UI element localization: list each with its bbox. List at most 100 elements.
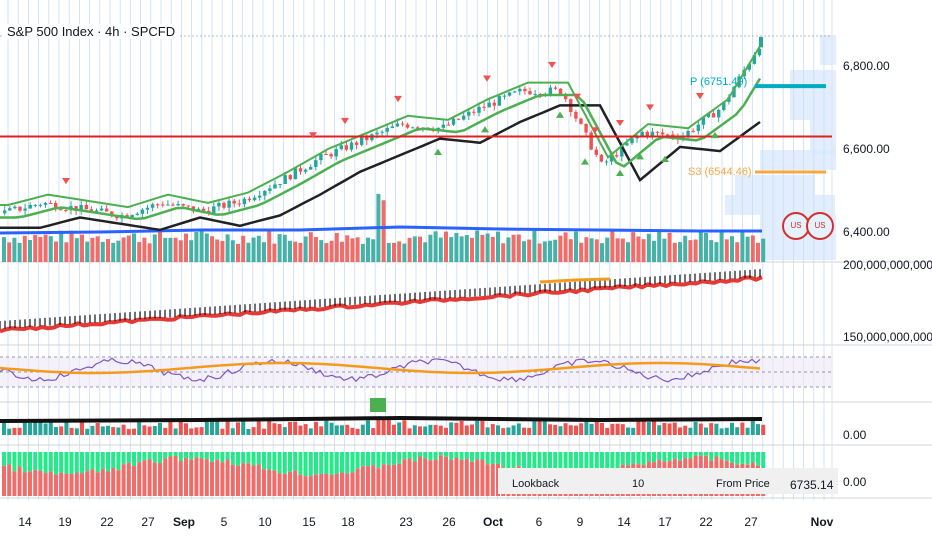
balance-bar-green	[522, 452, 526, 473]
balance-bar-green	[724, 452, 729, 461]
balance-bar-green	[64, 452, 69, 474]
balance-bar-red	[90, 469, 95, 496]
momentum-bar	[340, 425, 344, 435]
volume-profile-zone	[820, 35, 836, 65]
rsi-pane	[0, 356, 832, 388]
balance-bar-green	[121, 452, 126, 465]
balance-bar-green	[220, 452, 225, 463]
candle-body	[64, 210, 68, 212]
balance-bar-red	[106, 471, 110, 496]
volume-bar	[610, 231, 615, 262]
momentum-bar	[360, 424, 365, 435]
balance-bar-red	[199, 458, 204, 496]
volume-bar	[189, 240, 194, 262]
momentum-bar	[579, 423, 584, 435]
candle-body	[130, 215, 134, 218]
momentum-bar	[220, 428, 225, 435]
candle-body	[523, 88, 527, 92]
balance-bar-green	[230, 452, 235, 465]
momentum-bar	[225, 420, 230, 435]
balance-bar-green	[433, 452, 438, 460]
volume-bar	[589, 238, 594, 262]
momentum-bar	[537, 421, 542, 435]
balance-bar-green	[194, 452, 199, 458]
balance-bar-red	[220, 462, 225, 496]
balance-bar-green	[698, 452, 703, 456]
momentum-bar	[59, 426, 64, 435]
volume-bar	[314, 237, 318, 262]
momentum-bar	[719, 428, 724, 435]
balance-bar-red	[74, 472, 79, 496]
x-tick-label: 26	[442, 515, 456, 529]
balance-bar-red	[54, 474, 58, 496]
x-tick-label: 27	[744, 515, 758, 529]
volume-bar	[80, 234, 84, 262]
candle-body	[390, 126, 394, 129]
momentum-bar	[527, 427, 532, 435]
balance-bar-red	[210, 461, 214, 496]
balance-bar-red	[340, 472, 344, 496]
momentum-bar	[454, 422, 459, 435]
volume-bar	[423, 242, 428, 262]
momentum-bar	[730, 422, 734, 435]
candle-body	[365, 136, 369, 141]
momentum-bar	[173, 428, 178, 435]
momentum-bar	[324, 420, 329, 435]
momentum-bar	[251, 427, 256, 435]
momentum-bar	[568, 425, 573, 435]
candle-body	[18, 206, 22, 211]
price-levels	[0, 84, 832, 174]
candle-body	[181, 204, 185, 206]
candle-body	[339, 145, 343, 150]
balance-bar-red	[490, 464, 495, 496]
candle-body	[625, 143, 629, 146]
candle-body	[156, 204, 160, 206]
candle-body	[380, 131, 384, 133]
balance-bar-green	[210, 452, 214, 462]
volume-profile-zone	[735, 175, 815, 195]
momentum-bar	[345, 424, 350, 435]
volume-bar	[579, 242, 584, 262]
balance-bar-red	[251, 465, 256, 496]
candle-body	[507, 92, 512, 96]
balance-bar-red	[381, 464, 386, 496]
x-tick-label: 22	[100, 515, 114, 529]
balance-bar-green	[59, 452, 64, 473]
balance-bar-red	[366, 466, 370, 496]
balance-bar-green	[85, 452, 90, 472]
balance-bar-green	[199, 452, 204, 459]
candle-body	[288, 175, 292, 180]
balance-bar-red	[272, 470, 277, 496]
candle-body	[574, 112, 578, 119]
candle-body	[528, 91, 532, 95]
balance-bar-green	[527, 452, 532, 474]
momentum-bar	[381, 419, 386, 435]
table-from-price-label: From Price	[716, 478, 770, 490]
momentum-bar	[740, 422, 745, 435]
balance-bar-green	[54, 452, 58, 475]
momentum-line	[0, 415, 763, 423]
balance-bar-green	[142, 452, 147, 461]
volume-profile-zone	[760, 150, 836, 170]
balance-bar-red	[433, 459, 438, 496]
balance-bar-green	[17, 452, 22, 467]
volume-bar	[126, 235, 131, 262]
candle-body	[548, 87, 553, 95]
balance-bar-green	[511, 452, 516, 468]
candle-body	[13, 206, 17, 209]
momentum-bar	[371, 428, 376, 435]
balance-bar-green	[553, 452, 558, 471]
momentum-bar	[688, 427, 693, 435]
momentum-bar	[475, 420, 480, 435]
volume-bar	[407, 237, 412, 262]
momentum-bar	[43, 423, 48, 435]
balance-bar-green	[683, 452, 688, 459]
momentum-bar	[542, 419, 547, 435]
momentum-bar	[303, 424, 308, 435]
balance-bar-green	[163, 452, 168, 459]
candle-body	[263, 190, 267, 196]
balance-bar-green	[184, 452, 188, 458]
momentum-bar	[178, 419, 183, 435]
volume-bar	[168, 237, 173, 262]
